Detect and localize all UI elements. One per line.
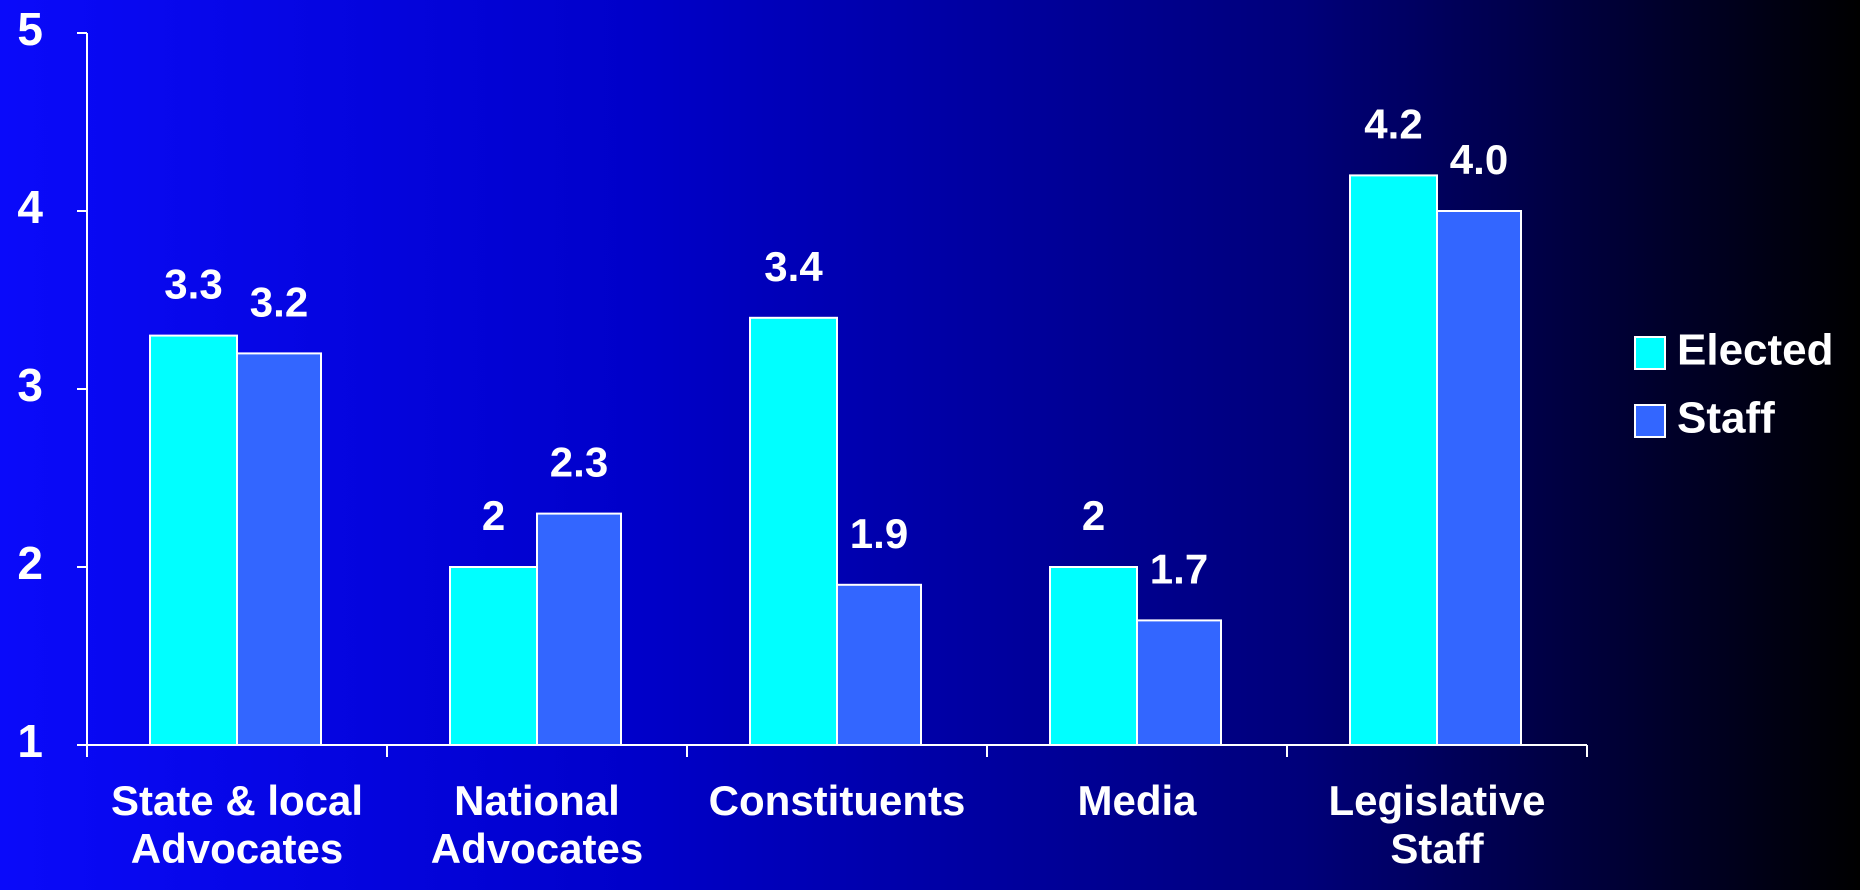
bar (749, 316, 838, 746)
y-tick-label: 5 (17, 3, 43, 55)
legend-label: Staff (1677, 394, 1775, 443)
value-label: 3.2 (250, 278, 308, 325)
y-tick-label: 1 (17, 715, 43, 767)
value-label: 2 (1082, 492, 1105, 539)
bar (449, 566, 538, 746)
x-tick-label: National Advocates (430, 777, 644, 872)
y-tick-label: 3 (17, 359, 43, 411)
y-tick-label: 4 (17, 181, 43, 233)
value-label: 3.4 (764, 243, 823, 290)
bar (1349, 174, 1438, 746)
bar (236, 352, 322, 746)
bar (1049, 566, 1138, 746)
x-tick-label: Media (1077, 777, 1197, 824)
bar (1136, 619, 1222, 747)
bar (836, 583, 922, 746)
legend-label: Elected (1677, 326, 1834, 375)
x-tick-label: State & local Advocates (110, 777, 364, 872)
value-label: 4.0 (1450, 136, 1508, 183)
legend-swatch (1634, 404, 1666, 438)
value-label: 2 (482, 492, 505, 539)
x-tick-label: Constituents (708, 777, 966, 824)
value-label: 2.3 (550, 439, 608, 486)
value-label: 1.9 (850, 510, 908, 557)
bar (1436, 210, 1522, 746)
bar (536, 512, 622, 746)
x-tick-label: Legislative Staff (1328, 777, 1546, 872)
value-label: 3.3 (164, 261, 222, 308)
legend-swatch (1634, 336, 1666, 370)
value-label: 1.7 (1150, 545, 1208, 592)
value-label: 4.2 (1364, 100, 1422, 147)
bar (149, 334, 238, 746)
y-tick-label: 2 (17, 537, 43, 589)
